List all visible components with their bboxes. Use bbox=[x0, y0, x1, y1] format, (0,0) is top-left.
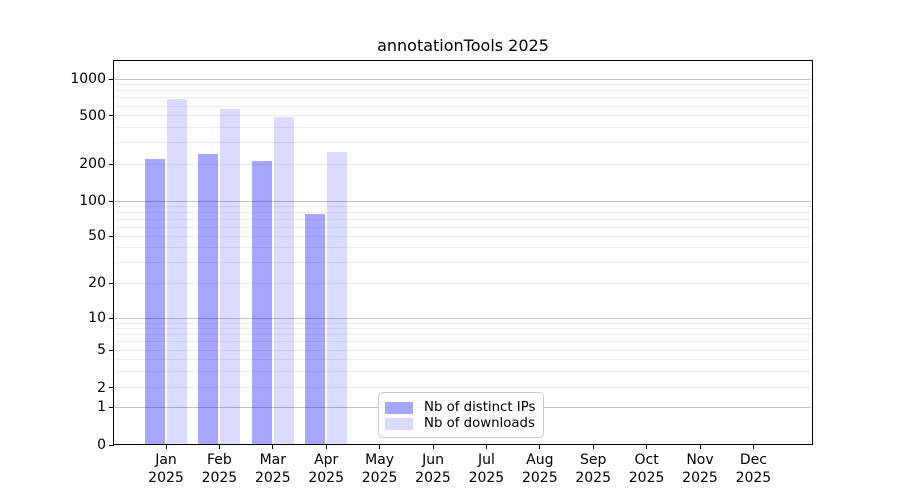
x-tick-label-dec: Dec 2025 bbox=[735, 452, 772, 486]
legend-label-distinct-ips: Nb of distinct IPs bbox=[424, 400, 536, 415]
bar-downloads-jan bbox=[167, 98, 187, 444]
x-tick-mark bbox=[218, 445, 220, 449]
gridline-minor bbox=[115, 211, 811, 213]
x-tick-mark bbox=[699, 445, 701, 449]
y-tick-mark bbox=[109, 387, 114, 389]
y-tick-mark bbox=[109, 163, 114, 165]
x-tick-mark bbox=[539, 445, 541, 449]
gridline-minor bbox=[115, 90, 811, 92]
y-tick-mark bbox=[109, 235, 114, 237]
gridline-minor bbox=[115, 226, 811, 228]
gridline-minor bbox=[115, 247, 811, 249]
x-tick-label-sep: Sep 2025 bbox=[575, 452, 611, 486]
y-tick-mark bbox=[109, 282, 114, 284]
x-tick-label-may: May 2025 bbox=[361, 452, 398, 486]
y-tick-label: 1 bbox=[97, 399, 106, 416]
gridline-minor bbox=[115, 358, 811, 360]
bar-distinct-ips-mar bbox=[251, 161, 272, 444]
x-tick-label-jul: Jul 2025 bbox=[468, 452, 505, 486]
y-tick-label: 50 bbox=[88, 228, 106, 245]
gridline-minor bbox=[115, 387, 811, 389]
x-tick-label-mar: Mar 2025 bbox=[254, 452, 291, 486]
y-tick-label: 10 bbox=[88, 310, 106, 327]
y-tick-mark bbox=[109, 317, 114, 319]
x-tick-mark bbox=[485, 445, 487, 449]
x-tick-label-jun: Jun 2025 bbox=[415, 452, 451, 486]
gridline-minor bbox=[115, 218, 811, 220]
gridline-major bbox=[115, 200, 811, 202]
x-tick-label-nov: Nov 2025 bbox=[682, 452, 718, 486]
gridline-minor bbox=[115, 126, 811, 128]
legend: Nb of distinct IPs Nb of downloads bbox=[378, 392, 544, 438]
legend-item-downloads: Nb of downloads bbox=[385, 416, 537, 431]
y-tick-label: 0 bbox=[97, 437, 106, 453]
axis-spine-top bbox=[113, 60, 813, 61]
y-tick-mark bbox=[109, 444, 114, 446]
x-tick-label-jan: Jan 2025 bbox=[148, 452, 184, 486]
axis-spine-bottom bbox=[113, 444, 813, 445]
x-tick-mark bbox=[646, 445, 648, 449]
gridline-minor bbox=[115, 261, 811, 263]
chart-title: annotationTools 2025 bbox=[377, 36, 549, 55]
gridline-minor bbox=[115, 341, 811, 343]
axis-spine-left bbox=[113, 60, 114, 445]
gridline-minor bbox=[115, 97, 811, 99]
y-tick-label: 5 bbox=[97, 342, 106, 358]
y-tick-mark bbox=[109, 406, 114, 408]
legend-item-distinct-ips: Nb of distinct IPs bbox=[385, 400, 537, 415]
x-tick-label-oct: Oct 2025 bbox=[628, 452, 665, 486]
y-tick-label: 500 bbox=[79, 107, 106, 124]
x-tick-label-feb: Feb 2025 bbox=[201, 452, 238, 486]
x-tick-label-aug: Aug 2025 bbox=[521, 452, 558, 486]
y-tick-mark bbox=[109, 200, 114, 202]
gridline-minor bbox=[115, 282, 811, 284]
gridline-minor bbox=[115, 328, 811, 329]
bar-distinct-ips-apr bbox=[305, 213, 326, 444]
gridline-minor bbox=[115, 163, 811, 165]
bar-downloads-mar bbox=[273, 116, 294, 444]
y-tick-mark bbox=[109, 115, 114, 117]
y-tick-label: 200 bbox=[79, 156, 106, 172]
x-tick-mark bbox=[272, 445, 274, 449]
gridline-minor bbox=[115, 142, 811, 144]
y-tick-label: 1000 bbox=[70, 71, 106, 87]
legend-swatch-downloads bbox=[385, 417, 413, 430]
x-tick-mark bbox=[432, 445, 434, 449]
bar-distinct-ips-jan bbox=[145, 158, 165, 444]
x-tick-mark bbox=[379, 445, 381, 449]
x-tick-mark bbox=[165, 445, 167, 449]
x-tick-mark bbox=[325, 445, 327, 449]
x-tick-mark bbox=[752, 445, 754, 449]
legend-swatch-distinct-ips bbox=[385, 401, 413, 414]
x-tick-mark bbox=[592, 445, 594, 449]
gridline-minor bbox=[115, 349, 811, 351]
y-tick-label: 100 bbox=[79, 193, 106, 209]
y-tick-label: 20 bbox=[88, 275, 106, 291]
gridline-minor bbox=[115, 205, 811, 207]
legend-label-downloads: Nb of downloads bbox=[424, 416, 535, 431]
axis-spine-right bbox=[812, 60, 813, 445]
y-tick-mark bbox=[109, 78, 114, 80]
gridline-minor bbox=[115, 334, 811, 336]
gridline-major bbox=[115, 78, 811, 80]
gridline-major bbox=[115, 317, 811, 319]
bar-downloads-apr bbox=[327, 152, 348, 444]
y-tick-mark bbox=[109, 349, 114, 351]
gridline-minor bbox=[115, 235, 811, 237]
x-tick-label-apr: Apr 2025 bbox=[308, 452, 344, 486]
gridline-minor bbox=[115, 84, 811, 86]
bar-distinct-ips-feb bbox=[198, 154, 219, 444]
bar-downloads-feb bbox=[220, 108, 241, 444]
gridline-minor bbox=[115, 370, 811, 372]
y-tick-label: 2 bbox=[97, 379, 106, 396]
gridline-minor bbox=[115, 105, 811, 107]
gridline-minor bbox=[115, 115, 811, 117]
gridline-minor bbox=[115, 322, 811, 324]
